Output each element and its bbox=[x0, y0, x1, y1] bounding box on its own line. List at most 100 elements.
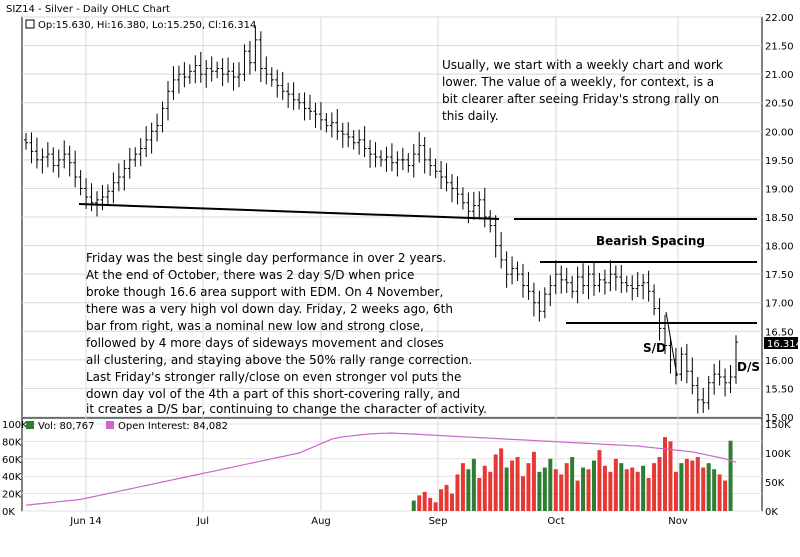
price-tick-label: 21.00 bbox=[765, 70, 794, 81]
left-note-line-6: followed by 4 more days of sideways move… bbox=[86, 336, 444, 350]
volume-bar bbox=[575, 480, 580, 511]
left-note-line-2: At the end of October, there was 2 day S… bbox=[86, 268, 414, 282]
ohlc-bar bbox=[553, 260, 558, 295]
price-tick-label: 15.00 bbox=[765, 413, 794, 424]
ohlc-bar bbox=[187, 64, 192, 84]
ohlc-bar bbox=[182, 62, 187, 88]
ohlc-bar bbox=[193, 55, 198, 84]
volume-bar bbox=[690, 460, 695, 511]
ohlc-bar bbox=[488, 210, 493, 233]
ohlc-bar bbox=[728, 365, 733, 393]
volume-bar bbox=[417, 495, 422, 511]
volume-bar bbox=[482, 465, 487, 511]
ohlc-bar bbox=[24, 133, 28, 150]
price-tick-label: 15.50 bbox=[765, 384, 794, 395]
ohlc-bar bbox=[176, 65, 181, 94]
ohlc-bar bbox=[351, 130, 356, 150]
price-tick-label: 20.50 bbox=[765, 99, 794, 110]
ohlc-bar bbox=[575, 266, 580, 304]
price-tick-label: 21.50 bbox=[765, 42, 794, 53]
volume-bar bbox=[531, 451, 536, 511]
ohlc-bar bbox=[608, 260, 613, 292]
last-price-tag bbox=[764, 337, 798, 349]
price-tick-label: 19.50 bbox=[765, 156, 794, 167]
ohlc-bar bbox=[613, 265, 618, 291]
ohlc-bar bbox=[286, 82, 291, 108]
ohlc-bar bbox=[149, 122, 154, 154]
ohlc-bar bbox=[204, 59, 209, 88]
ohlc-bar bbox=[504, 251, 509, 288]
volume-bar bbox=[695, 457, 700, 511]
ohlc-bar bbox=[264, 56, 269, 85]
sd-label: S/D bbox=[643, 341, 666, 355]
ohlc-bar bbox=[166, 81, 170, 121]
ohlc-bar bbox=[411, 143, 416, 178]
volume-bar bbox=[433, 502, 438, 511]
ohlc-bar bbox=[335, 109, 340, 140]
ohlc-bar bbox=[122, 159, 127, 191]
volume-bar bbox=[450, 493, 454, 511]
ohlc-bar bbox=[78, 170, 83, 196]
ohlc-bar bbox=[439, 161, 444, 189]
chart-title: SIZ14 - Silver - Daily OHLC Chart bbox=[6, 4, 170, 15]
ohlc-bar bbox=[362, 126, 367, 157]
ohlc-bar bbox=[237, 62, 241, 88]
ohlc-bar bbox=[521, 263, 525, 298]
ohlc-bar bbox=[597, 273, 602, 293]
volume-bar bbox=[428, 497, 433, 511]
ohlc-bar bbox=[657, 298, 662, 341]
volume-bar bbox=[668, 441, 673, 511]
ohlc-bar bbox=[515, 261, 520, 281]
ohlc-bar bbox=[171, 66, 176, 100]
price-tick-label: 18.00 bbox=[765, 242, 794, 253]
price-header: Op:15.630, Hi:16.380, Lo:15.250, Cl:16.3… bbox=[38, 20, 256, 31]
ohlc-bar bbox=[324, 113, 329, 133]
volume-bar bbox=[712, 469, 717, 511]
volume-bar bbox=[466, 469, 471, 511]
volume-bar bbox=[630, 467, 635, 511]
volume-bar bbox=[493, 454, 498, 511]
ohlc-bar bbox=[220, 58, 225, 87]
volume-bar bbox=[439, 489, 444, 511]
ohlc-bar bbox=[586, 265, 591, 300]
vol-tick-label: 80K bbox=[2, 437, 22, 448]
top-note-line-3: bit clearer after seeing Friday's strong… bbox=[442, 92, 719, 106]
volume-bar bbox=[504, 467, 509, 511]
volume-bar bbox=[444, 484, 449, 511]
ohlc-bar bbox=[100, 185, 105, 211]
ohlc-bar bbox=[297, 93, 302, 110]
volume-bar bbox=[646, 477, 651, 511]
x-tick-label: Aug bbox=[311, 516, 331, 527]
ohlc-bar bbox=[258, 31, 263, 83]
ohlc-bar bbox=[734, 335, 738, 384]
ohlc-bar bbox=[389, 143, 394, 172]
price-tick-label: 16.00 bbox=[765, 356, 794, 367]
volume-bar bbox=[619, 463, 624, 511]
bearish-spacing-label: Bearish Spacing bbox=[596, 234, 705, 248]
ohlc-bar bbox=[679, 347, 684, 381]
ohlc-bar bbox=[138, 138, 143, 167]
ohlc-bar bbox=[570, 275, 575, 299]
volume-bar bbox=[641, 465, 646, 511]
ohlc-bar bbox=[510, 256, 515, 285]
ohlc-bar bbox=[493, 215, 498, 258]
volume-bar bbox=[570, 457, 575, 511]
ohlc-bar bbox=[564, 267, 569, 293]
ohlc-bar bbox=[340, 122, 345, 148]
ohlc-bar bbox=[428, 147, 433, 176]
ohlc-bar bbox=[379, 150, 383, 167]
price-tick-label: 18.50 bbox=[765, 213, 794, 224]
top-note-line-2: lower. The value of a weekly, for contex… bbox=[442, 75, 714, 89]
volume-bar bbox=[548, 458, 553, 511]
oi-legend-swatch bbox=[106, 421, 114, 429]
ohlc-bar bbox=[422, 137, 427, 174]
last-price-value: 16.314 bbox=[767, 339, 800, 350]
ohlc-bar bbox=[630, 275, 635, 301]
ohlc-bar bbox=[482, 187, 487, 228]
ohlc-bar bbox=[231, 62, 236, 91]
ohlc-bar bbox=[602, 269, 607, 295]
volume-bar bbox=[586, 469, 591, 511]
ohlc-bar bbox=[619, 265, 624, 293]
ohlc-bar bbox=[318, 102, 323, 131]
